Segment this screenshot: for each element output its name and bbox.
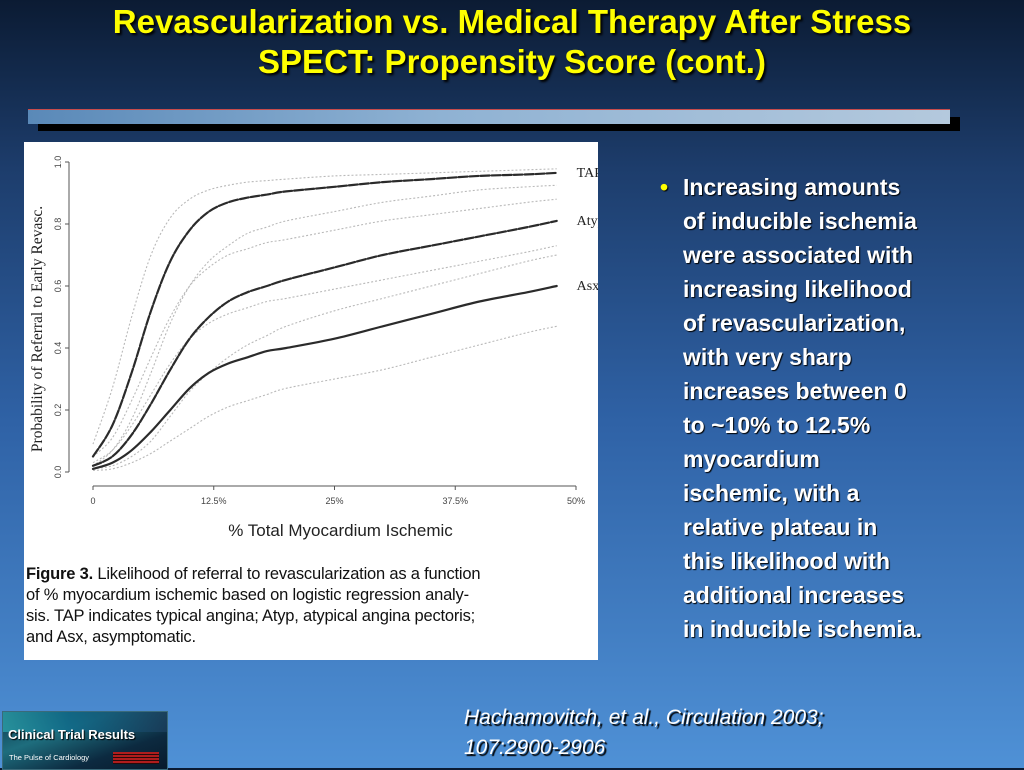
- axis-layer: [65, 161, 577, 490]
- series-line-atyp: [91, 219, 558, 467]
- y-tick-label: 0.0: [53, 466, 63, 479]
- y-tick-label: 0.2: [53, 404, 63, 417]
- y-tick-label: 0.4: [53, 342, 63, 355]
- bullet-point: • Increasing amounts of inducible ischemi…: [660, 170, 1000, 646]
- confidence-interval-layer: [92, 168, 557, 471]
- title-divider: [28, 109, 960, 131]
- ci-lower-tap: [92, 184, 557, 467]
- ci-upper-atyp: [92, 198, 557, 457]
- caption-line-3: sis. TAP indicates typical angina; Atyp,…: [26, 607, 476, 625]
- bullet-line: ischemic, with a: [683, 480, 860, 506]
- citation-line2: 107:2900-2906: [464, 736, 606, 759]
- x-tick-label: 50%: [567, 496, 585, 506]
- series-label-atyp: Atyp: [577, 214, 598, 229]
- ci-lower-asx: [92, 325, 557, 471]
- slide-title-line2: SPECT: Propensity Score (cont.): [258, 43, 766, 80]
- slide-title: Revascularization vs. Medical Therapy Af…: [0, 2, 1024, 82]
- y-axis-title: Probability of Referral to Early Revasc.: [29, 206, 46, 452]
- x-tick-label: 37.5%: [442, 496, 468, 506]
- ci-lower-atyp: [92, 254, 557, 470]
- bullet-line: increases between 0: [683, 378, 907, 404]
- bullet-line: with very sharp: [683, 344, 852, 370]
- citation: Hachamovitch, et al., Circulation 2003; …: [464, 703, 824, 763]
- bullet-line: to ~10% to 12.5%: [683, 412, 871, 438]
- bullet-line: were associated with: [683, 242, 914, 268]
- logo-title: Clinical Trial Results: [8, 727, 136, 742]
- x-axis-title: % Total Myocardium Ischemic: [228, 521, 453, 540]
- caption-line-4: and Asx, asymptomatic.: [26, 628, 196, 646]
- citation-line1: Hachamovitch, et al., Circulation 2003;: [464, 706, 824, 729]
- bullet-line: relative plateau in: [683, 514, 878, 540]
- y-tick-label: 0.8: [53, 218, 63, 231]
- caption-line-2: of % myocardium ischemic based on logist…: [26, 586, 469, 604]
- bullet-line: in inducible ischemia.: [683, 616, 923, 642]
- likelihood-chart: TAP Atyp Asx 0.0 0.2 0.4 0.6 0.8 1.0 0 12.5% 25% 37.…: [29, 156, 598, 540]
- bullet-line: increasing likelihood: [683, 276, 912, 302]
- clinical-trial-results-logo: Clinical Trial Results The Pulse of Card…: [2, 711, 168, 770]
- series-line-tap: [91, 171, 558, 458]
- x-tick-label: 12.5%: [201, 496, 227, 506]
- caption-line-1: Figure 3. Likelihood of referral to reva…: [26, 564, 594, 585]
- bullet-text: Increasing amounts of inducible ischemia w…: [683, 170, 1000, 646]
- ci-upper-tap: [92, 168, 557, 445]
- caption-text-1: Likelihood of referral to revascularizat…: [92, 565, 481, 583]
- series-line-asx: [91, 284, 558, 470]
- logo-banner-graphic: [3, 712, 167, 732]
- slide-title-line1: Revascularization vs. Medical Therapy Af…: [112, 3, 912, 40]
- bullet-line: myocardium: [683, 446, 820, 472]
- figure-caption: Figure 3. Likelihood of referral to reva…: [26, 564, 594, 648]
- logo-stripes-graphic: [113, 752, 159, 764]
- x-tick-label: 0: [90, 496, 95, 506]
- bullet-line: of inducible ischemia: [683, 208, 917, 234]
- bullet-line: this likelihood with: [683, 548, 890, 574]
- ci-upper-asx: [92, 245, 557, 464]
- bullet-line: of revascularization,: [683, 310, 906, 336]
- x-tick-label: 25%: [325, 496, 343, 506]
- caption-label: Figure 3.: [26, 565, 93, 583]
- y-tick-label: 1.0: [53, 156, 63, 169]
- bullet-line: additional increases: [683, 582, 905, 608]
- series-label-tap: TAP: [577, 166, 598, 181]
- title-divider-bar: [28, 109, 950, 124]
- logo-subtitle: The Pulse of Cardiology: [9, 753, 90, 762]
- series-label-asx: Asx: [577, 279, 598, 294]
- series-line-layer: [91, 171, 558, 470]
- label-layer: TAP Atyp Asx 0.0 0.2 0.4 0.6 0.8 1.0 0 12.5% 25% 37.…: [29, 156, 598, 540]
- figure-panel: TAP Atyp Asx 0.0 0.2 0.4 0.6 0.8 1.0 0 12.5% 25% 37.…: [24, 142, 598, 660]
- bullet-line: Increasing amounts: [683, 174, 901, 200]
- bullet-marker: •: [660, 174, 669, 200]
- y-tick-label: 0.6: [53, 280, 63, 293]
